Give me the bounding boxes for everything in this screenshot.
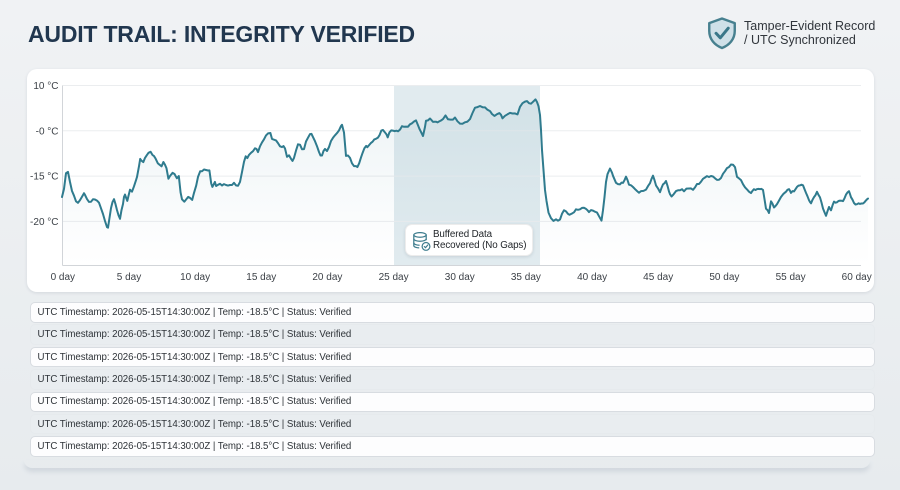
svg-text:-0 °C: -0 °C — [36, 126, 59, 137]
svg-text:0 day: 0 day — [51, 272, 75, 283]
svg-text:40 day: 40 day — [577, 272, 607, 283]
svg-text:60 day: 60 day — [842, 272, 872, 283]
svg-text:15 day: 15 day — [246, 272, 276, 283]
svg-text:25 day: 25 day — [379, 272, 409, 283]
svg-text:10 °C: 10 °C — [33, 81, 58, 92]
svg-text:45 day: 45 day — [643, 272, 673, 283]
svg-text:-20 °C: -20 °C — [30, 217, 58, 228]
svg-text:55 day: 55 day — [776, 272, 806, 283]
svg-text:20 day: 20 day — [312, 272, 342, 283]
svg-text:35 day: 35 day — [511, 272, 541, 283]
svg-text:30 day: 30 day — [445, 272, 475, 283]
svg-text:10 day: 10 day — [180, 272, 210, 283]
svg-text:50 day: 50 day — [709, 272, 739, 283]
svg-text:5 day: 5 day — [117, 272, 141, 283]
svg-text:-15 °C: -15 °C — [30, 172, 58, 183]
